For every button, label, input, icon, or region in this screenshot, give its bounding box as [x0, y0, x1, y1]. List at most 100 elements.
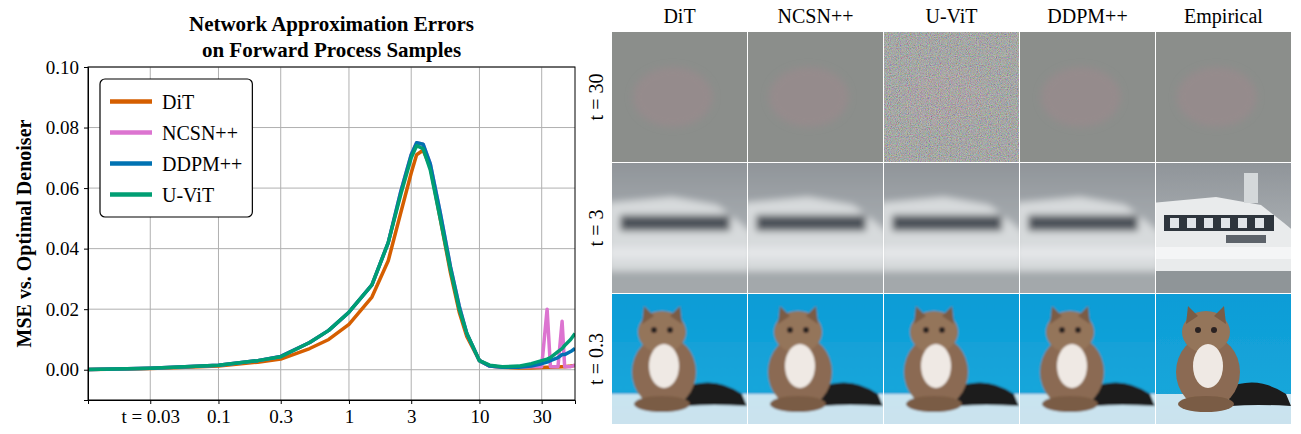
figure: t = 0.030.10.31310300.000.020.040.060.08…: [0, 0, 1301, 434]
image-detail: [1075, 327, 1081, 333]
y-tick-label: 0.08: [46, 117, 79, 138]
image-region: [748, 247, 883, 259]
x-tick: 10: [470, 400, 489, 427]
y-tick: 0.08: [46, 117, 88, 138]
x-tick-mark: [411, 400, 412, 404]
image-region: [1156, 163, 1291, 293]
y-tick-mark: [84, 370, 88, 371]
plot-frame: [88, 67, 575, 400]
image-content: [884, 294, 1019, 424]
image-region: [1020, 271, 1155, 293]
x-axis: t = 0.03 0.1 0.3 1 3 10 30: [89, 400, 576, 427]
image-region: [1156, 247, 1291, 259]
image-detail: [1221, 218, 1230, 228]
image-content: [1020, 163, 1155, 293]
legend-item: DiT: [110, 91, 194, 113]
image-tile: [874, 153, 1029, 303]
image-region: [1164, 215, 1274, 231]
grid-line-x: [411, 67, 412, 400]
image-tile: [1146, 284, 1301, 434]
image-detail: [1059, 327, 1065, 333]
image-region: [642, 306, 682, 324]
image: [1020, 294, 1155, 424]
image-content: [1020, 294, 1155, 424]
x-tick-label: 0.1: [207, 406, 231, 427]
image-region: [1028, 215, 1138, 231]
legend-label: DDPM++: [162, 153, 242, 175]
image-tile: [1010, 284, 1165, 434]
x-tick-mark: [479, 400, 480, 404]
x-tick: 1: [345, 400, 355, 427]
image-detail: [787, 327, 793, 333]
image-region: [884, 32, 1019, 162]
image-detail: [1255, 218, 1264, 228]
image-tile: [1010, 153, 1165, 303]
legend: DiTNCSN++DDPM++U-ViT: [100, 79, 252, 217]
row-label: t = 30: [585, 74, 607, 121]
row-label: t = 0.3: [585, 333, 607, 385]
y-tick: 0.06: [46, 178, 88, 199]
image-region: [1020, 32, 1155, 162]
image: [1156, 294, 1291, 424]
grid-line-x: [280, 67, 281, 400]
image-region: [612, 294, 747, 424]
image-region: [612, 197, 747, 275]
image-tile: [738, 284, 893, 434]
image-detail: [1187, 218, 1196, 228]
image: [748, 294, 883, 424]
image-noise: [884, 32, 1019, 162]
image: [1020, 32, 1155, 162]
image-region: [769, 67, 849, 127]
x-tick-mark: [542, 400, 543, 404]
legend-item: U-ViT: [110, 184, 214, 206]
image-region: [1156, 271, 1291, 293]
image-region: [1041, 67, 1121, 127]
x-tick-label: 30: [533, 406, 552, 427]
image-content: [748, 163, 883, 293]
x-tick: 0.3: [269, 400, 293, 427]
y-tick-mark: [84, 309, 88, 310]
image-tile: [884, 32, 1019, 162]
column-header: DiT: [663, 5, 695, 27]
image: [1020, 163, 1155, 293]
image: [612, 163, 747, 293]
x-tick: 30: [533, 400, 552, 427]
image-region: [1020, 163, 1155, 293]
image-region: [892, 215, 1002, 231]
image: [884, 294, 1019, 424]
image-grid: [602, 32, 1301, 434]
image-content: [1156, 294, 1291, 424]
image-region: [748, 271, 883, 293]
image-region: [921, 344, 951, 388]
column-header: NCSN++: [778, 5, 854, 27]
y-tick: 0.02: [46, 299, 88, 320]
image-region: [748, 32, 883, 162]
image-region: [1186, 306, 1226, 324]
x-axis-line: [89, 401, 576, 405]
image-region: [914, 306, 954, 324]
plot-area: [88, 67, 575, 400]
image-content: [1156, 163, 1291, 293]
x-tick: 3: [407, 400, 417, 427]
x-tick-label: t = 0.03: [121, 406, 180, 427]
image-tile: [748, 32, 883, 162]
image: [1156, 32, 1291, 162]
image-tile: [1146, 153, 1301, 303]
grid-line-x: [348, 67, 349, 400]
image-detail: [1211, 327, 1217, 333]
image-region: [620, 215, 730, 231]
image-region: [1050, 306, 1090, 324]
y-axis-title: MSE vs. Optimal Denoiser: [13, 119, 36, 347]
image-detail: [1238, 218, 1247, 228]
image-region: [785, 344, 815, 388]
image-region: [1193, 344, 1223, 388]
image-detail: [1204, 218, 1213, 228]
image-detail: [1170, 218, 1179, 228]
image-region: [1020, 294, 1155, 424]
image-detail: [1226, 235, 1266, 243]
image: [884, 163, 1019, 293]
image-region: [1156, 294, 1291, 424]
image-tile: [874, 284, 1029, 434]
image-region: [778, 306, 818, 324]
x-tick-label: 10: [470, 406, 489, 427]
